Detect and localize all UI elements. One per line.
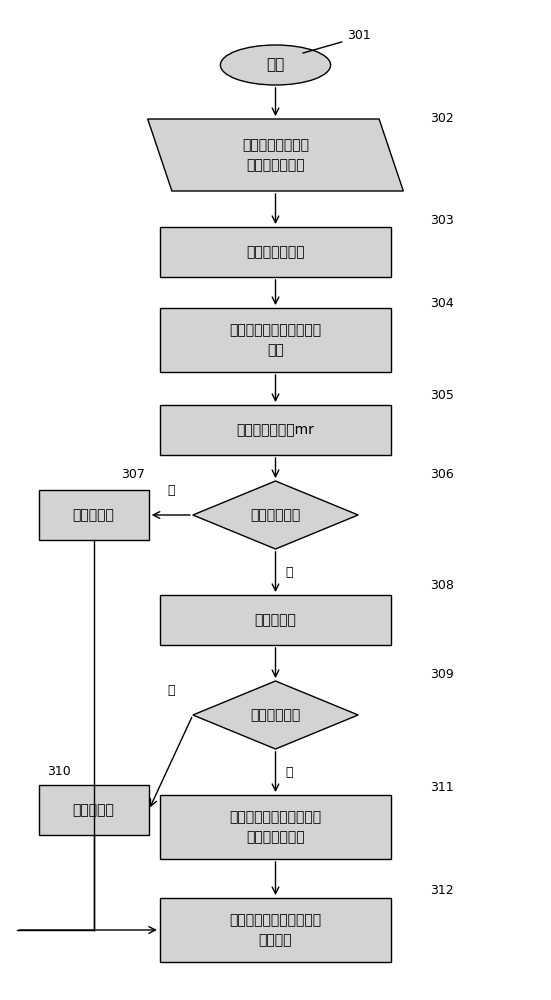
Text: 采集重量、角度、
长度传感器数值: 采集重量、角度、 长度传感器数值 <box>242 138 309 172</box>
Text: 310: 310 <box>47 765 71 778</box>
Bar <box>160 308 391 372</box>
Text: 308: 308 <box>430 579 453 592</box>
Text: 断开报警器: 断开报警器 <box>73 508 115 522</box>
Bar <box>39 785 149 835</box>
Bar <box>160 898 391 962</box>
Text: 312: 312 <box>430 884 453 897</box>
Text: 是: 是 <box>285 566 293 578</box>
Text: 接通减小额定起重量操作
的卸荷阀: 接通减小额定起重量操作 的卸荷阀 <box>229 913 322 947</box>
Text: 是: 是 <box>285 766 293 778</box>
Text: 302: 302 <box>430 112 453 125</box>
Text: 309: 309 <box>430 668 453 681</box>
Text: 计算变幅油缸力臂及安全
力矩: 计算变幅油缸力臂及安全 力矩 <box>229 323 322 357</box>
Text: 311: 311 <box>430 781 453 794</box>
Text: 301: 301 <box>347 29 371 42</box>
Text: 304: 304 <box>430 297 453 310</box>
Text: 达到限制条件: 达到限制条件 <box>250 708 301 722</box>
Text: 达到报警条件: 达到报警条件 <box>250 508 301 522</box>
Text: 306: 306 <box>430 468 453 481</box>
Text: 否: 否 <box>167 484 175 497</box>
Text: 否: 否 <box>167 684 175 697</box>
Text: 305: 305 <box>430 389 453 402</box>
Polygon shape <box>193 681 358 749</box>
Ellipse shape <box>220 45 331 85</box>
Text: 开始: 开始 <box>266 57 285 73</box>
Text: 307: 307 <box>121 468 145 481</box>
Text: 303: 303 <box>430 214 453 227</box>
Bar <box>39 490 149 540</box>
Text: 处理传感器信息: 处理传感器信息 <box>246 245 305 259</box>
Bar <box>160 795 391 859</box>
Bar <box>160 227 391 277</box>
Polygon shape <box>148 119 403 191</box>
Bar <box>160 595 391 645</box>
Text: 接通报警器: 接通报警器 <box>255 613 296 627</box>
Bar <box>160 405 391 455</box>
Text: 关闭卸荷阀: 关闭卸荷阀 <box>73 803 115 817</box>
Text: 判断变幅油缸伸、缩对额
定起重量的影响: 判断变幅油缸伸、缩对额 定起重量的影响 <box>229 810 322 844</box>
Polygon shape <box>193 481 358 549</box>
Text: 计算额定起重量mr: 计算额定起重量mr <box>236 423 315 437</box>
